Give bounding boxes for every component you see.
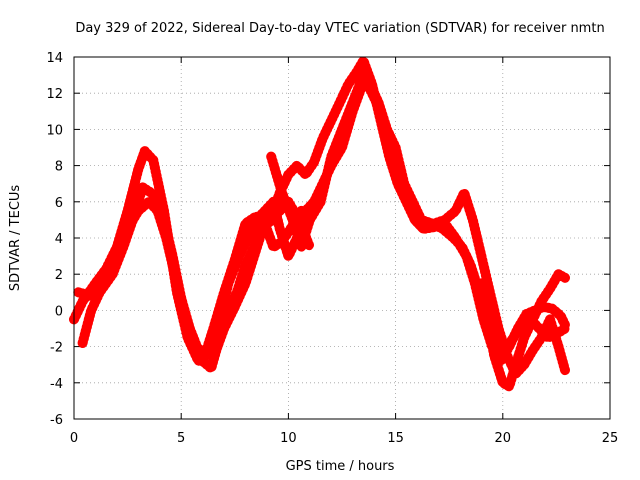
y-tick-label: 8	[55, 160, 63, 175]
x-tick-label: 25	[602, 431, 619, 446]
x-tick-label: 5	[177, 431, 185, 446]
y-tick-label: 10	[46, 123, 63, 138]
y-tick-label: -2	[50, 341, 63, 356]
y-tick-label: 4	[55, 232, 63, 247]
data-series	[69, 55, 570, 392]
x-tick-label: 10	[280, 431, 297, 446]
series-track-6-markers	[266, 70, 570, 379]
y-tick-label: 14	[46, 51, 63, 66]
plot-frame	[73, 56, 611, 420]
y-tick-label: -6	[50, 413, 63, 428]
y-tick-label: 12	[46, 87, 63, 102]
y-tick-label: 2	[55, 268, 63, 283]
y-tick-label: 6	[55, 196, 63, 211]
series-track-7-markers	[476, 269, 570, 392]
x-tick-label: 0	[70, 431, 78, 446]
x-axis-label: GPS time / hours	[286, 459, 395, 474]
chart-title: Day 329 of 2022, Sidereal Day-to-day VTE…	[75, 21, 604, 36]
y-tick-label: -4	[50, 377, 63, 392]
x-tick-label: 20	[495, 431, 512, 446]
y-tick-label: 0	[55, 304, 63, 319]
series-track-3-markers	[73, 196, 315, 374]
y-axis-label: SDTVAR / TECUs	[8, 185, 23, 292]
x-tick-label: 15	[387, 431, 404, 446]
